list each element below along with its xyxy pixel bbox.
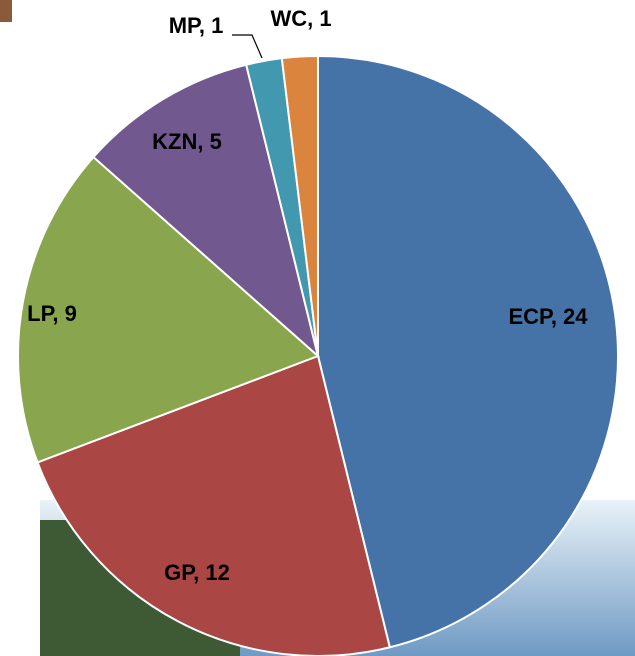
pie-slice xyxy=(36,354,392,656)
pie-slice xyxy=(92,63,320,359)
pie-slice xyxy=(17,155,320,464)
data-label: WC, 1 xyxy=(270,6,331,31)
pie-slice xyxy=(280,54,319,357)
data-label: LP, 9 xyxy=(27,301,77,326)
data-label: KZN, 5 xyxy=(152,129,222,154)
background-corner xyxy=(0,0,12,22)
data-label: MP, 1 xyxy=(169,13,224,38)
data-label: GP, 12 xyxy=(164,560,230,585)
pie-slice xyxy=(317,54,620,649)
data-label: ECP, 24 xyxy=(508,304,588,329)
leader-line xyxy=(232,34,263,59)
